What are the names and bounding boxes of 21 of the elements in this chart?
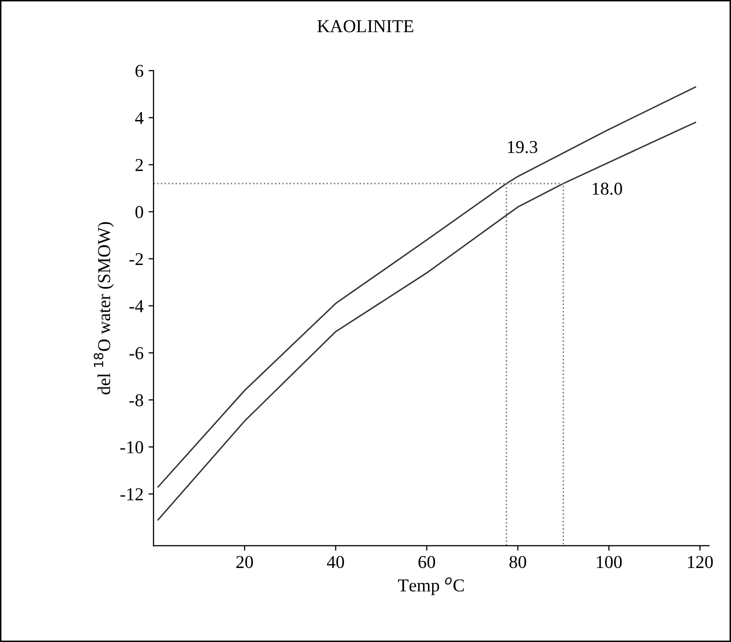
annotation: 19.3 (508, 141, 538, 154)
annotation: 18.0 (592, 182, 622, 195)
x-tick-label: 20 (236, 556, 253, 568)
x-tick-label: 80 (509, 556, 526, 568)
x-tick-label: 40 (326, 556, 344, 568)
y-tick-label: 2 (136, 159, 143, 171)
y-tick-label: 0 (135, 206, 144, 218)
y-tick-label: 4 (135, 112, 144, 124)
y-tick-label: -10 (120, 441, 144, 454)
y-tick-label: -2 (129, 253, 143, 266)
chart-title: KAOLINITE (317, 20, 414, 32)
x-tick-label: 60 (418, 556, 436, 568)
x-tick-label: 100 (596, 556, 622, 568)
x-tick-label: 120 (688, 556, 713, 568)
y-tick-label: -8 (129, 394, 144, 406)
y-tick-label: -12 (120, 488, 143, 500)
x-axis-title: Temp $^{o}$C (398, 577, 464, 596)
y-axis-title: del $^{18}$O water (SMOW) (94, 222, 114, 394)
y-tick-label: 6 (136, 64, 144, 78)
y-tick-label: -6 (129, 347, 144, 360)
y-tick-label: -4 (129, 300, 144, 312)
